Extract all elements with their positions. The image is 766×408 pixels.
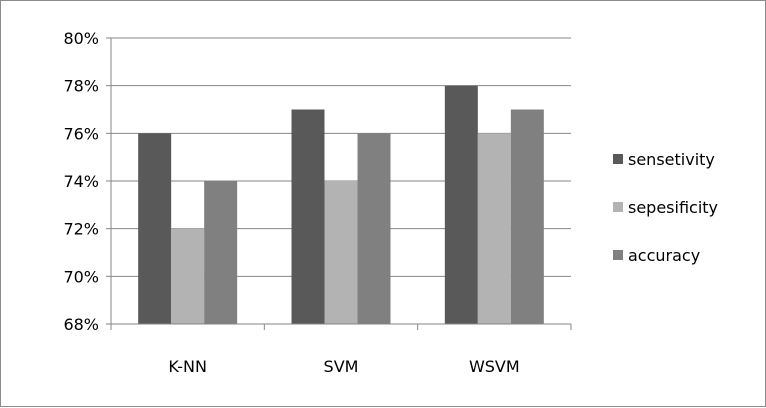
legend-swatch — [613, 250, 623, 260]
legend-label: accuracy — [628, 246, 700, 265]
y-tick-label: 74% — [63, 172, 99, 191]
bar-accuracy-wsvm — [510, 109, 544, 324]
x-category-label: WSVM — [469, 357, 520, 376]
bar-sepesificity-svm — [324, 181, 358, 324]
y-tick-labels: 68% 70% 72% 74% 76% 78% 80% — [63, 29, 99, 334]
y-tick-label: 70% — [63, 267, 99, 286]
y-tick-label: 68% — [63, 315, 99, 334]
y-tick-label: 72% — [63, 220, 99, 239]
x-category-label: SVM — [324, 357, 359, 376]
legend-label: sensetivity — [628, 150, 715, 169]
x-category-label: K-NN — [168, 357, 207, 376]
bar-sepesificity-k-nn — [171, 228, 205, 324]
bar-accuracy-k-nn — [204, 181, 238, 324]
x-category-labels: K-NN SVM WSVM — [168, 357, 519, 376]
bar-sensetivity-svm — [291, 109, 325, 324]
y-tick-label: 80% — [63, 29, 99, 48]
axes — [106, 37, 572, 330]
bar-sensetivity-wsvm — [444, 85, 478, 325]
bar-sensetivity-k-nn — [138, 133, 172, 324]
bar-accuracy-svm — [357, 133, 391, 324]
legend-swatch — [613, 154, 623, 164]
legend-label: sepesificity — [628, 198, 718, 217]
y-tick-label: 76% — [63, 124, 99, 143]
y-tick-label: 78% — [63, 77, 99, 96]
legend-swatch — [613, 202, 623, 212]
legend: sensetivity sepesificity accuracy — [613, 150, 718, 265]
bars — [138, 85, 544, 325]
bar-sepesificity-wsvm — [477, 133, 511, 324]
